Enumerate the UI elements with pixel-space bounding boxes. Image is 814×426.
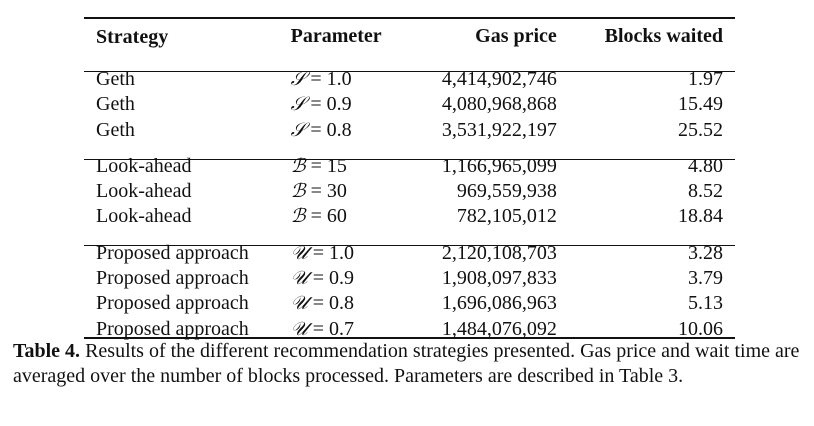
cell-blocks-waited: 15.49 xyxy=(678,93,723,116)
parameter-symbol: 𝒰 xyxy=(290,317,308,340)
table-row: Proposed approach 𝒰 = 0.9 1,908,097,833 3.7… xyxy=(84,266,735,291)
parameter-symbol: ℬ xyxy=(290,205,306,228)
parameter-value: = 0.7 xyxy=(312,317,355,340)
parameter-symbol: 𝒮 xyxy=(290,118,306,141)
parameter-value: = 1.0 xyxy=(312,241,355,264)
table-row: Look-ahead ℬ = 60 782,105,012 18.84 xyxy=(84,204,735,229)
cell-blocks-waited: 5.13 xyxy=(688,292,723,315)
cell-gas-price: 1,166,965,099 xyxy=(441,154,557,177)
parameter-symbol: 𝒮 xyxy=(290,68,306,90)
parameter-value: = 0.9 xyxy=(310,93,352,116)
parameter-value: = 0.9 xyxy=(312,267,355,290)
parameter-symbol: 𝒰 xyxy=(290,267,308,290)
parameter-symbol: 𝒰 xyxy=(290,241,308,264)
cell-strategy: Proposed approach xyxy=(96,267,249,290)
group-rule-2 xyxy=(84,245,735,246)
cell-parameter: 𝒮 = 0.8 xyxy=(291,118,418,143)
cell-gas-price: 1,696,086,963 xyxy=(441,292,557,315)
table-grid: Strategy Parameter Gas price Blocks wait… xyxy=(84,17,735,342)
parameter-value: = 0.8 xyxy=(312,292,355,315)
table-row: Look-ahead ℬ = 30 969,559,938 8.52 xyxy=(84,179,735,204)
cell-strategy: Look-ahead xyxy=(96,205,192,228)
cell-strategy: Geth xyxy=(96,118,135,141)
parameter-value: = 1.0 xyxy=(310,68,352,90)
cell-gas-price: 2,120,108,703 xyxy=(441,241,557,264)
cell-parameter: ℬ = 30 xyxy=(291,179,418,204)
parameter-value: = 15 xyxy=(310,154,347,177)
parameter-symbol: 𝒮 xyxy=(290,93,306,116)
table-row: Look-ahead ℬ = 15 1,166,965,099 4.80 xyxy=(84,143,735,179)
cell-strategy: Look-ahead xyxy=(96,154,192,177)
table-body: Geth 𝒮 = 1.0 4,414,902,746 1.97 Geth 𝒮 = 0.9 4… xyxy=(84,56,735,342)
cell-parameter: ℬ = 15 xyxy=(291,143,418,179)
table-row: Geth 𝒮 = 1.0 4,414,902,746 1.97 xyxy=(84,56,735,92)
cell-strategy: Proposed approach xyxy=(96,292,249,315)
header-parameter: Parameter xyxy=(290,25,382,47)
cell-blocks-waited: 10.06 xyxy=(678,317,723,340)
cell-strategy: Look-ahead xyxy=(96,180,192,203)
cell-gas-price: 4,080,968,868 xyxy=(441,93,557,116)
caption-label: Table 4. xyxy=(13,340,81,362)
cell-blocks-waited: 3.28 xyxy=(688,241,723,264)
cell-blocks-waited: 4.80 xyxy=(688,154,723,177)
header-rule xyxy=(84,71,735,72)
cell-strategy: Proposed approach xyxy=(96,241,249,264)
table-caption: Table 4. Results of the different recomm… xyxy=(13,339,805,388)
table-row: Geth 𝒮 = 0.8 3,531,922,197 25.52 xyxy=(84,118,735,143)
caption-text: Results of the different recommendation … xyxy=(13,340,800,387)
table-row: Proposed approach 𝒰 = 0.8 1,696,086,963 5.1… xyxy=(84,291,735,316)
cell-gas-price: 782,105,012 xyxy=(456,205,557,228)
header-gas-price: Gas price xyxy=(475,25,557,47)
cell-strategy: Proposed approach xyxy=(96,317,249,340)
parameter-value: = 60 xyxy=(310,205,347,228)
parameter-value: = 0.8 xyxy=(310,118,352,141)
header-blocks-waited: Blocks waited xyxy=(604,25,723,47)
cell-blocks-waited: 1.97 xyxy=(688,68,723,90)
cell-blocks-waited: 3.79 xyxy=(688,267,723,290)
cell-parameter: 𝒮 = 1.0 xyxy=(291,56,418,92)
parameter-value: = 30 xyxy=(310,180,347,203)
parameter-symbol: ℬ xyxy=(290,154,306,177)
cell-gas-price: 1,484,076,092 xyxy=(441,317,557,340)
group-rule-1 xyxy=(84,159,735,160)
cell-parameter: 𝒰 = 0.8 xyxy=(291,291,418,316)
table-header-row: Strategy Parameter Gas price Blocks wait… xyxy=(84,17,735,56)
header-strategy: Strategy xyxy=(96,26,169,48)
parameter-symbol: ℬ xyxy=(290,180,306,203)
cell-blocks-waited: 18.84 xyxy=(678,205,723,228)
cell-strategy: Geth xyxy=(96,68,135,90)
cell-blocks-waited: 8.52 xyxy=(688,180,723,203)
bottom-rule xyxy=(84,337,735,339)
table-row: Proposed approach 𝒰 = 1.0 2,120,108,703 3.2… xyxy=(84,230,735,266)
cell-parameter: 𝒮 = 0.9 xyxy=(291,92,418,117)
top-rule xyxy=(84,17,735,19)
cell-gas-price: 1,908,097,833 xyxy=(441,267,557,290)
cell-parameter: 𝒰 = 0.7 xyxy=(291,317,418,342)
cell-parameter: 𝒰 = 1.0 xyxy=(291,230,418,266)
cell-parameter: 𝒰 = 0.9 xyxy=(291,266,418,291)
cell-gas-price: 969,559,938 xyxy=(456,180,557,203)
cell-gas-price: 4,414,902,746 xyxy=(441,68,557,90)
cell-gas-price: 3,531,922,197 xyxy=(441,118,557,141)
cell-strategy: Geth xyxy=(96,93,135,116)
parameter-symbol: 𝒰 xyxy=(290,292,308,315)
cell-parameter: ℬ = 60 xyxy=(291,204,418,229)
table-row: Proposed approach 𝒰 = 0.7 1,484,076,092 10.… xyxy=(84,317,735,342)
cell-blocks-waited: 25.52 xyxy=(678,118,723,141)
table-row: Geth 𝒮 = 0.9 4,080,968,868 15.49 xyxy=(84,92,735,117)
